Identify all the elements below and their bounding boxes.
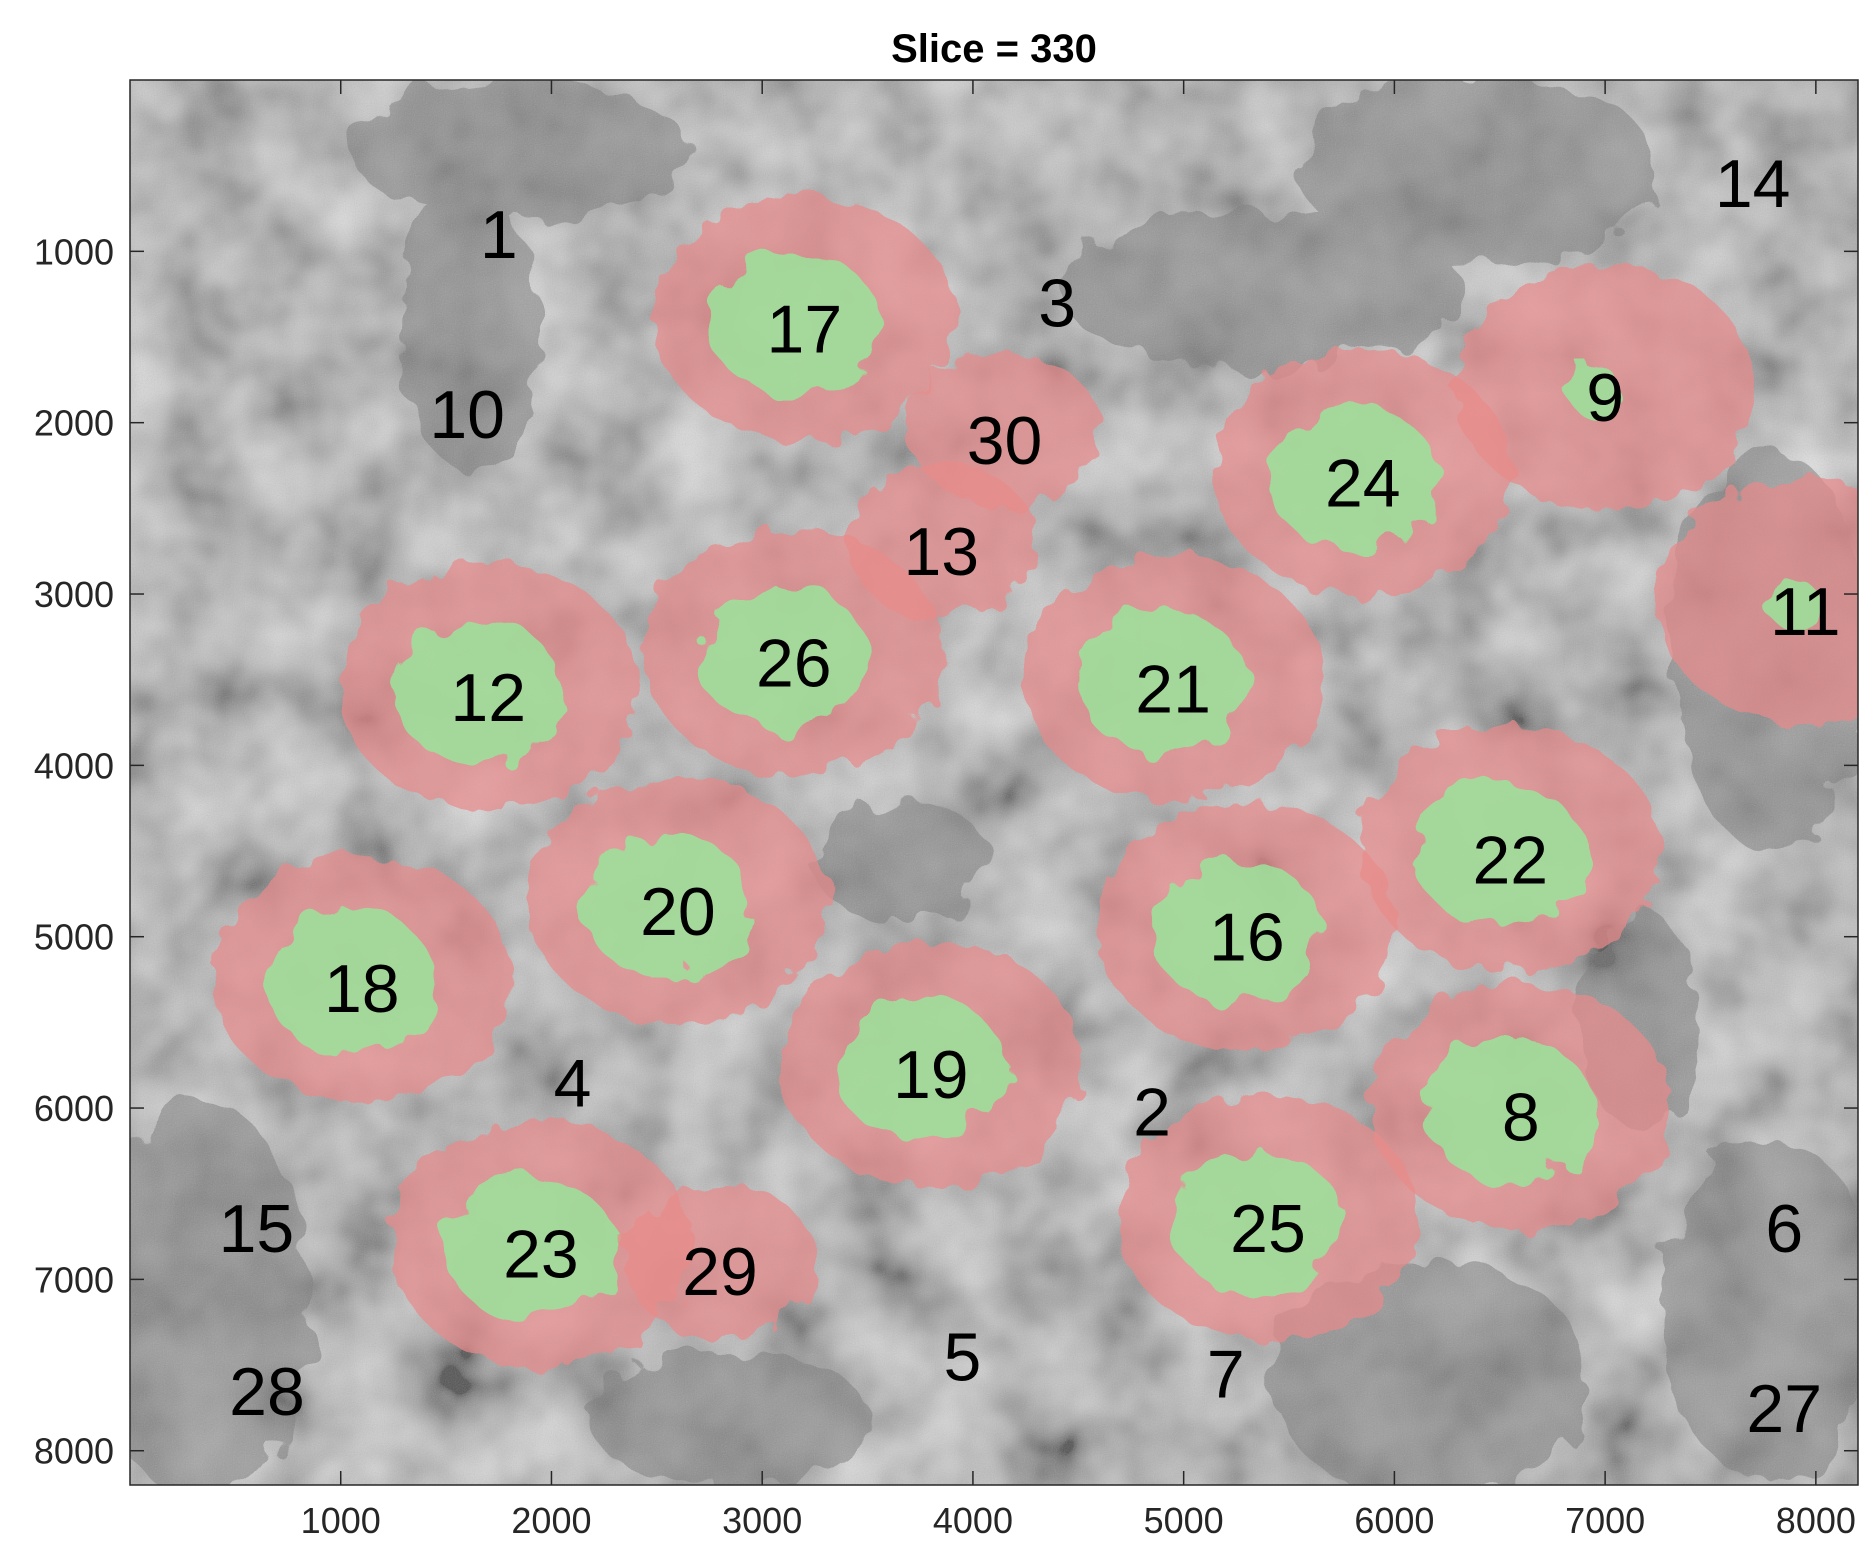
nucleus-region bbox=[709, 251, 880, 396]
plot-area: 1234567891011121314151617181920212223242… bbox=[130, 80, 1858, 1485]
cell-label: 2 bbox=[1133, 1074, 1171, 1150]
nucleus-region bbox=[393, 619, 564, 765]
cell-label: 25 bbox=[1230, 1191, 1306, 1267]
nucleus-region bbox=[698, 585, 869, 730]
figure-title: Slice = 330 bbox=[891, 27, 1097, 71]
nucleus-region bbox=[1151, 859, 1322, 1004]
cytoplasm-region bbox=[909, 351, 1100, 508]
nucleus-region bbox=[1767, 582, 1824, 630]
cytoplasm-region bbox=[625, 1182, 816, 1339]
cell-label: 15 bbox=[219, 1191, 295, 1267]
cell-label: 21 bbox=[1135, 651, 1211, 727]
cell-label: 30 bbox=[967, 403, 1043, 479]
cell-label: 8 bbox=[1502, 1080, 1540, 1156]
x-tick-label: 5000 bbox=[1144, 1500, 1224, 1541]
segmentation-overlays bbox=[211, 195, 1858, 1367]
x-tick-label: 2000 bbox=[511, 1500, 591, 1541]
nucleus-region bbox=[1172, 1150, 1343, 1296]
nucleus-region bbox=[835, 996, 1006, 1142]
cell-label: 7 bbox=[1207, 1337, 1245, 1413]
nucleus-region bbox=[582, 833, 753, 979]
cytoplasm-region bbox=[1655, 478, 1858, 725]
nucleus-region bbox=[1567, 368, 1624, 416]
x-axis: 1000 2000 3000 4000 5000 6000 7000 8000 bbox=[301, 80, 1856, 1541]
cell-label: 17 bbox=[767, 291, 843, 367]
cell-label: 3 bbox=[1038, 266, 1076, 342]
nucleus-region bbox=[1078, 611, 1249, 756]
cell-label: 23 bbox=[503, 1217, 579, 1293]
x-tick-label: 8000 bbox=[1776, 1500, 1856, 1541]
cell-label: 4 bbox=[554, 1045, 592, 1121]
x-tick-label: 1000 bbox=[301, 1500, 381, 1541]
nucleus-region bbox=[1267, 405, 1438, 550]
cell-label: 11 bbox=[1770, 574, 1841, 650]
y-tick-label: 7000 bbox=[34, 1259, 114, 1300]
nucleus-region bbox=[445, 1176, 616, 1321]
cell-label: 24 bbox=[1325, 446, 1401, 522]
cell-label: 12 bbox=[450, 660, 526, 736]
cell-label: 22 bbox=[1472, 823, 1548, 899]
plot-frame bbox=[129, 79, 1859, 1486]
cell-label: 5 bbox=[943, 1319, 981, 1395]
x-tick-label: 3000 bbox=[722, 1500, 802, 1541]
nucleus-region bbox=[1425, 1039, 1596, 1184]
y-tick-label: 4000 bbox=[34, 745, 114, 786]
y-tick-label: 3000 bbox=[34, 574, 114, 615]
y-axis: 1000 2000 3000 4000 5000 6000 7000 8000 bbox=[34, 231, 1858, 1472]
y-tick-label: 2000 bbox=[34, 403, 114, 444]
cell-labels: 1234567891011121314151617181920212223242… bbox=[219, 146, 1841, 1447]
cell-label: 18 bbox=[324, 951, 400, 1027]
x-tick-label: 4000 bbox=[933, 1500, 1013, 1541]
x-tick-label: 7000 bbox=[1565, 1500, 1645, 1541]
cell-label: 26 bbox=[756, 626, 832, 702]
cell-label: 29 bbox=[682, 1234, 758, 1310]
cell-label: 9 bbox=[1586, 360, 1624, 436]
y-tick-label: 5000 bbox=[34, 917, 114, 958]
nucleus-region bbox=[266, 910, 437, 1056]
cell-label: 27 bbox=[1746, 1371, 1822, 1447]
x-tick-label: 6000 bbox=[1354, 1500, 1434, 1541]
nucleus-region bbox=[1415, 782, 1586, 927]
cell-label: 13 bbox=[903, 514, 979, 590]
cell-label: 6 bbox=[1765, 1191, 1803, 1267]
cell-label: 20 bbox=[640, 874, 716, 950]
cell-label: 14 bbox=[1715, 146, 1791, 222]
y-tick-label: 8000 bbox=[34, 1431, 114, 1472]
cell-label: 1 bbox=[480, 197, 518, 273]
cell-label: 16 bbox=[1209, 900, 1285, 976]
cell-label: 10 bbox=[429, 377, 505, 453]
cell-label: 19 bbox=[893, 1037, 969, 1113]
y-tick-label: 6000 bbox=[34, 1088, 114, 1129]
cell-label: 28 bbox=[229, 1354, 305, 1430]
y-tick-label: 1000 bbox=[34, 231, 114, 272]
